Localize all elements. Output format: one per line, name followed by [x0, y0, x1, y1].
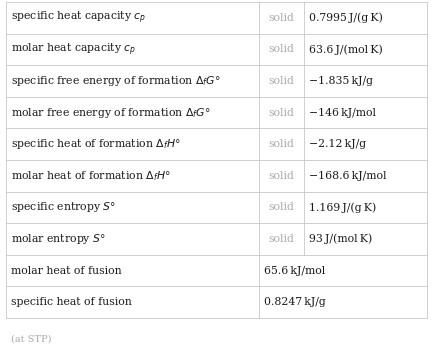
- Text: solid: solid: [268, 234, 294, 244]
- Text: specific heat of fusion: specific heat of fusion: [11, 297, 132, 307]
- Text: solid: solid: [268, 13, 294, 23]
- Text: solid: solid: [268, 76, 294, 86]
- Text: molar entropy $S°$: molar entropy $S°$: [11, 232, 106, 246]
- Text: 0.7995 J/(g K): 0.7995 J/(g K): [309, 13, 383, 23]
- Text: (at STP): (at STP): [11, 335, 52, 344]
- Text: solid: solid: [268, 139, 294, 149]
- Text: 0.8247 kJ/g: 0.8247 kJ/g: [264, 297, 325, 307]
- Text: −1.835 kJ/g: −1.835 kJ/g: [309, 76, 373, 86]
- Text: 63.6 J/(mol K): 63.6 J/(mol K): [309, 44, 383, 55]
- Text: solid: solid: [268, 171, 294, 181]
- Text: specific heat of formation $\Delta_f H°$: specific heat of formation $\Delta_f H°$: [11, 137, 181, 151]
- Text: molar heat of fusion: molar heat of fusion: [11, 266, 122, 275]
- Text: molar heat of formation $\Delta_f H°$: molar heat of formation $\Delta_f H°$: [11, 169, 171, 183]
- Text: −146 kJ/mol: −146 kJ/mol: [309, 108, 376, 118]
- Text: solid: solid: [268, 108, 294, 118]
- Text: 65.6 kJ/mol: 65.6 kJ/mol: [264, 266, 325, 275]
- Text: 93 J/(mol K): 93 J/(mol K): [309, 234, 372, 244]
- Text: solid: solid: [268, 44, 294, 55]
- Text: molar heat capacity $c_p$: molar heat capacity $c_p$: [11, 41, 136, 58]
- Text: −168.6 kJ/mol: −168.6 kJ/mol: [309, 171, 387, 181]
- Text: specific heat capacity $c_p$: specific heat capacity $c_p$: [11, 10, 146, 26]
- Text: specific free energy of formation $\Delta_f G°$: specific free energy of formation $\Delt…: [11, 74, 220, 88]
- Text: specific entropy $S°$: specific entropy $S°$: [11, 200, 116, 214]
- Text: molar free energy of formation $\Delta_f G°$: molar free energy of formation $\Delta_f…: [11, 106, 210, 119]
- Text: −2.12 kJ/g: −2.12 kJ/g: [309, 139, 366, 149]
- Text: 1.169 J/(g K): 1.169 J/(g K): [309, 202, 376, 213]
- Text: solid: solid: [268, 203, 294, 212]
